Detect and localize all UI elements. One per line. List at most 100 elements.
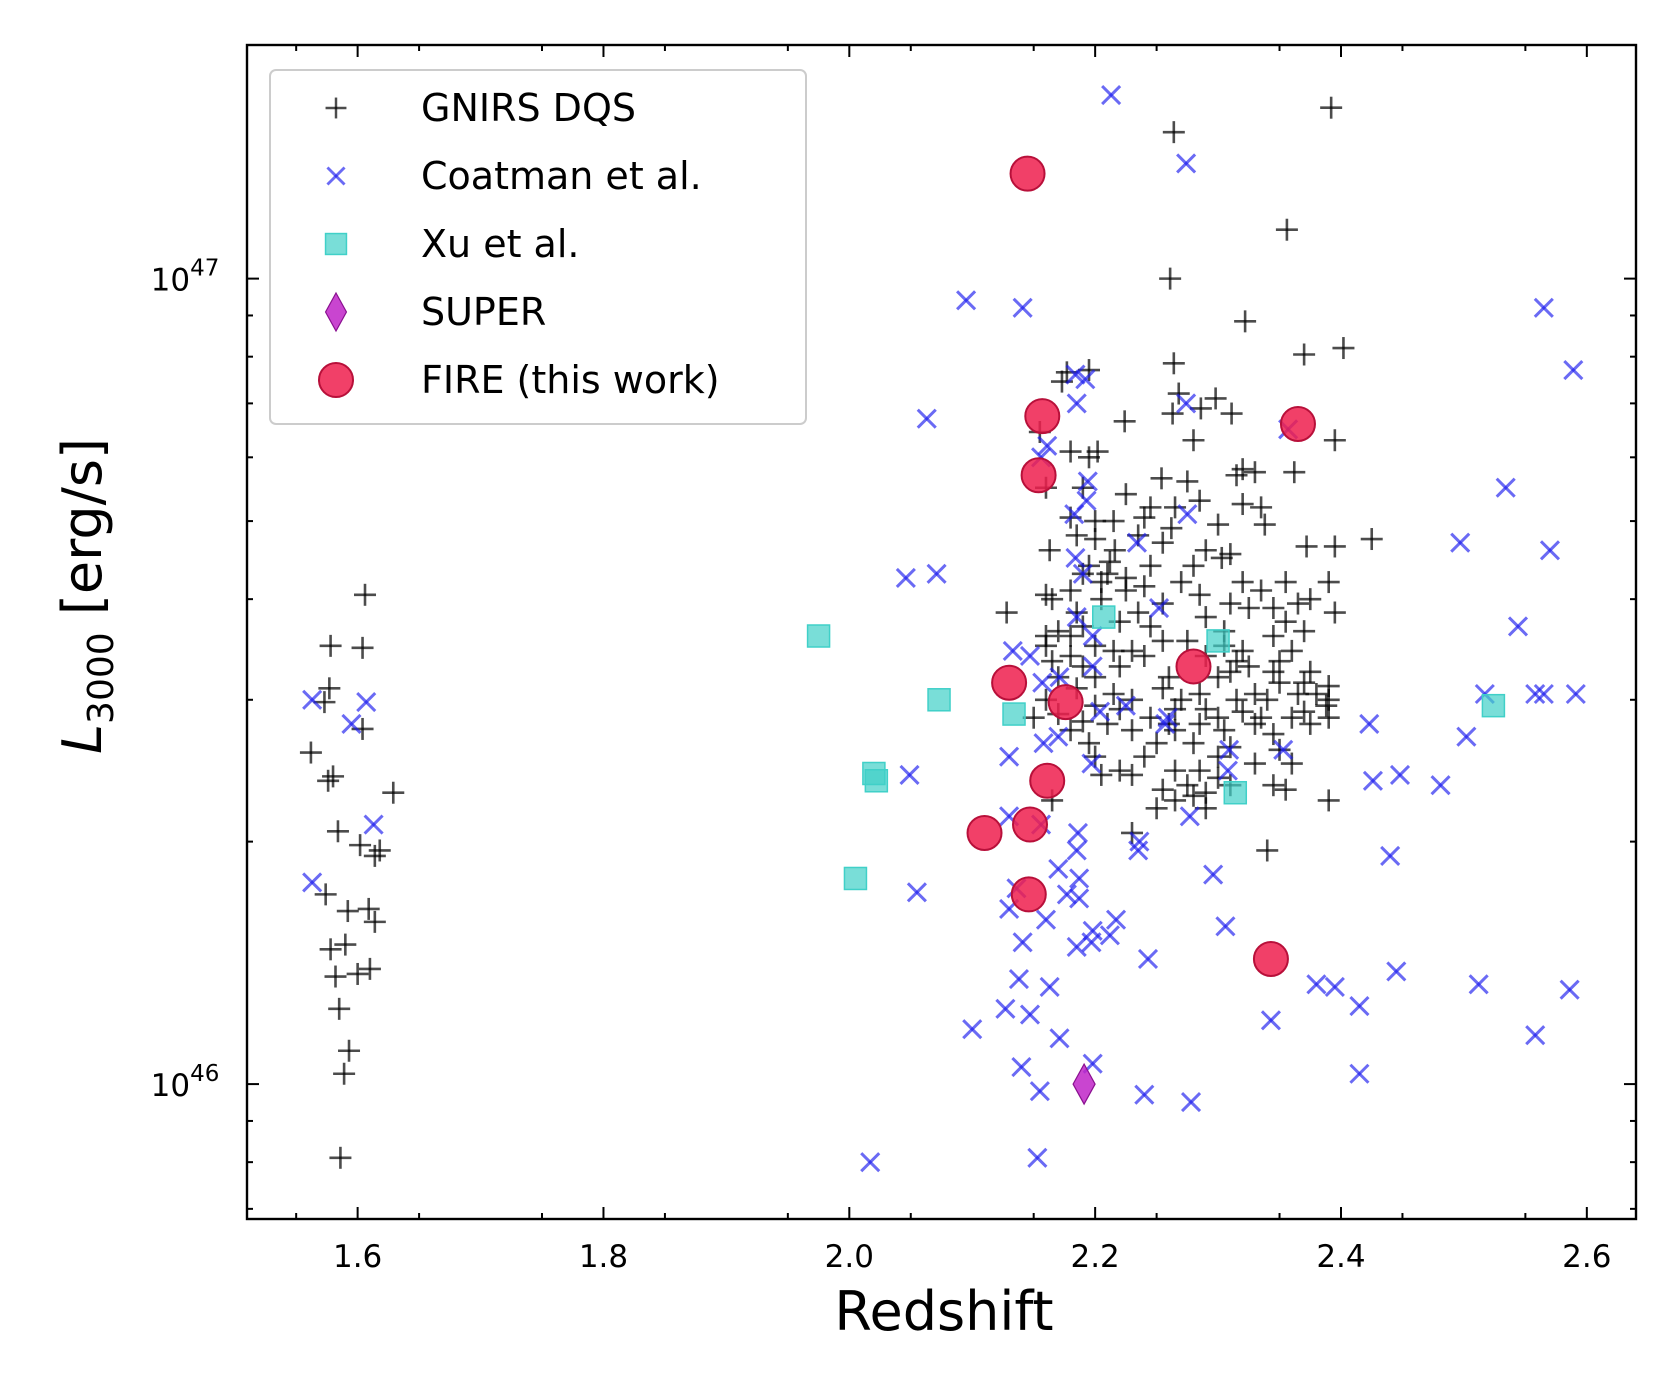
point-gnirs-dqs	[1114, 483, 1137, 506]
point-coatman-et-al	[895, 567, 916, 588]
point-coatman-et-al-b	[1101, 84, 1122, 106]
point-coatman-et-al	[1066, 607, 1087, 628]
point-gnirs-dqs	[1274, 610, 1297, 633]
point-gnirs-dqs	[1151, 629, 1174, 652]
point-coatman-et-al	[1389, 764, 1411, 785]
point-gnirs-dqs	[1133, 506, 1156, 529]
point-xu-et-al	[1092, 605, 1116, 629]
point-gnirs-dqs	[1182, 429, 1205, 452]
point-coatman-et-al-b	[1456, 726, 1477, 747]
point-coatman-et-al	[1032, 672, 1053, 693]
point-coatman-et-al-b	[1565, 683, 1586, 705]
point-gnirs-dqs	[1262, 774, 1285, 797]
point-coatman-et-al	[1177, 504, 1198, 525]
point-coatman-et-al	[1559, 979, 1580, 1000]
point-coatman-et-al	[1069, 868, 1090, 889]
point-gnirs-dqs	[1071, 615, 1094, 638]
point-gnirs-dqs	[318, 677, 341, 700]
point-coatman-et-al	[1349, 1063, 1370, 1084]
point-gnirs-dqs	[1231, 493, 1254, 516]
point-fire-this-work	[1010, 876, 1047, 913]
point-fire-this-work	[1279, 405, 1316, 442]
point-coatman-et-al	[1065, 547, 1086, 569]
point-super	[1072, 1062, 1096, 1106]
point-coatman-et-al	[1011, 1056, 1032, 1078]
point-coatman-et-al-b	[1008, 969, 1030, 990]
point-gnirs-dqs	[1360, 528, 1383, 551]
point-gnirs-dqs	[1286, 592, 1309, 615]
point-coatman-et-al	[1349, 995, 1370, 1017]
point-coatman-et-al-b	[1066, 840, 1087, 861]
point-coatman-et-al	[1066, 936, 1087, 958]
point-coatman-et-al	[1082, 625, 1103, 647]
point-coatman-et-al-b	[1099, 925, 1120, 946]
point-coatman-et-al-b	[1349, 1063, 1370, 1084]
point-coatman-et-al	[916, 408, 937, 429]
point-coatman-et-al	[1260, 1010, 1281, 1031]
point-coatman-et-al-b	[1324, 976, 1345, 998]
point-coatman-et-al-b	[1056, 884, 1077, 905]
point-coatman-et-al-b	[1072, 563, 1093, 584]
point-coatman-et-al-b	[1180, 1091, 1202, 1113]
point-gnirs-dqs	[1167, 382, 1190, 405]
point-coatman-et-al	[1033, 733, 1054, 754]
point-gnirs-dqs	[1275, 218, 1298, 241]
point-coatman-et-al-b	[1525, 1025, 1546, 1046]
point-gnirs-dqs	[1194, 606, 1217, 629]
point-gnirs-dqs	[1293, 620, 1316, 643]
series-coatman-et-al	[302, 84, 1586, 1173]
point-coatman-et-al	[302, 872, 323, 893]
point-gnirs-dqs	[1188, 682, 1211, 705]
point-coatman-et-al-b	[1219, 739, 1240, 760]
point-gnirs-dqs	[1250, 706, 1273, 729]
point-gnirs-dqs	[1090, 763, 1113, 786]
point-coatman-et-al-b	[860, 1152, 881, 1173]
point-gnirs-dqs	[1219, 660, 1242, 683]
x-tick-label: 1.8	[579, 1239, 628, 1275]
point-gnirs-dqs	[1176, 470, 1199, 493]
point-gnirs-dqs	[1262, 597, 1285, 620]
point-xu-et-al	[1481, 693, 1506, 718]
x-axis-label: Redshift	[834, 1280, 1053, 1343]
point-gnirs-dqs	[1332, 337, 1355, 360]
major-ticks	[247, 45, 1636, 1219]
point-gnirs-dqs	[1176, 629, 1199, 652]
point-coatman-et-al	[1064, 504, 1085, 525]
point-gnirs-dqs	[1102, 639, 1125, 662]
point-gnirs-dqs	[1059, 644, 1082, 667]
y-tick-label: 1046	[151, 1061, 220, 1104]
point-coatman-et-al-b	[1126, 532, 1148, 553]
point-gnirs-dqs	[1162, 121, 1185, 144]
point-gnirs-dqs	[1268, 650, 1291, 673]
series-xu-et-al	[806, 605, 1506, 891]
legend-marker-xu-et-al	[324, 232, 348, 256]
point-coatman-et-al	[1324, 976, 1345, 998]
point-coatman-et-al	[1056, 884, 1077, 905]
point-gnirs-dqs	[1188, 489, 1211, 512]
point-gnirs-dqs	[363, 844, 386, 867]
point-gnirs-dqs	[1113, 410, 1136, 433]
point-gnirs-dqs	[1041, 588, 1064, 611]
point-coatman-et-al	[1176, 393, 1197, 414]
point-coatman-et-al-b	[1273, 739, 1294, 760]
point-coatman-et-al-b	[1032, 672, 1053, 693]
point-coatman-et-al-b	[1217, 760, 1238, 781]
point-gnirs-dqs	[1213, 719, 1236, 742]
point-coatman-et-al-b	[302, 872, 323, 893]
point-gnirs-dqs	[382, 781, 405, 804]
point-gnirs-dqs	[1207, 513, 1230, 536]
point-coatman-et-al	[1048, 726, 1069, 747]
point-gnirs-dqs	[1170, 688, 1193, 711]
point-coatman-et-al-b	[1177, 504, 1198, 525]
legend-item-xu-et-al: Xu et al.	[324, 222, 579, 266]
point-coatman-et-al-b	[1128, 840, 1149, 861]
point-coatman-et-al-b	[1563, 359, 1584, 381]
point-gnirs-dqs	[1157, 666, 1180, 689]
point-coatman-et-al	[1155, 713, 1176, 734]
point-coatman-et-al-b	[363, 814, 384, 835]
point-gnirs-dqs	[1121, 719, 1144, 742]
point-xu-et-al	[927, 688, 951, 712]
point-coatman-et-al	[1072, 563, 1093, 584]
legend-marker-coatman-et-al-b	[326, 166, 346, 186]
point-gnirs-dqs	[1151, 677, 1174, 700]
